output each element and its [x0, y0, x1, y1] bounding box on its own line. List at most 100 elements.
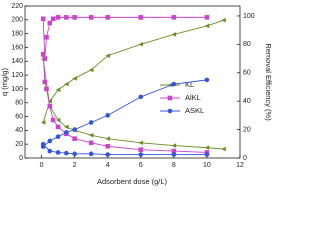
series-line: [42, 16, 207, 59]
x-tick-label: 6: [139, 162, 143, 169]
legend-marker: [167, 82, 173, 88]
series-line: [42, 59, 224, 150]
marker: [55, 87, 61, 93]
marker: [221, 146, 226, 152]
y-tick-label: 220: [11, 3, 23, 10]
legend-marker: [167, 95, 173, 101]
x-tick-label: 0: [40, 162, 44, 169]
x-tick-label: 4: [106, 162, 110, 169]
marker: [42, 79, 48, 85]
marker: [88, 15, 94, 20]
y-tick-label: 0: [19, 155, 23, 162]
marker: [64, 15, 69, 20]
legend-label: AlKL: [185, 93, 201, 102]
series-line: [42, 54, 207, 153]
marker: [88, 67, 94, 73]
marker: [171, 143, 177, 148]
marker: [72, 136, 77, 141]
marker: [171, 81, 177, 87]
y-tick-label: 120: [11, 72, 23, 79]
marker: [55, 15, 61, 20]
marker: [72, 127, 77, 132]
marker: [105, 15, 110, 20]
marker: [138, 42, 144, 47]
y-axis-label: q (mg/g): [0, 68, 9, 96]
marker: [47, 98, 53, 104]
marker: [72, 76, 77, 81]
marker: [105, 152, 110, 157]
y2-tick-label: 20: [243, 126, 251, 133]
marker: [204, 145, 210, 150]
marker: [72, 15, 77, 20]
marker: [40, 52, 46, 57]
marker: [204, 152, 210, 157]
x-tick-label: 12: [236, 162, 244, 169]
marker: [64, 150, 69, 156]
marker: [138, 147, 144, 153]
marker: [88, 140, 94, 146]
marker: [55, 150, 61, 155]
y-tick-label: 60: [15, 113, 23, 120]
y2-tick-label: 40: [243, 98, 251, 105]
marker: [44, 34, 49, 40]
marker: [138, 15, 144, 20]
marker: [88, 151, 94, 157]
marker: [138, 94, 144, 100]
marker: [47, 138, 53, 144]
chart: Adsorbent dose (g/L) q (mg/g) Removal Ef…: [0, 3, 273, 186]
y-tick-label: 100: [11, 86, 23, 93]
marker: [55, 117, 61, 123]
marker: [47, 148, 53, 154]
marker: [171, 152, 177, 157]
y2-tick-label: 0: [243, 155, 247, 162]
marker: [171, 32, 177, 37]
y-tick-label: 180: [11, 30, 23, 37]
marker: [64, 130, 69, 135]
x-tick-label: 2: [73, 162, 77, 169]
y2-axis-label: Removal Efficiency (%): [264, 43, 273, 121]
series-line: [42, 79, 207, 147]
legend-label: ASKL: [185, 106, 204, 115]
marker: [50, 117, 56, 123]
y-tick-label: 140: [11, 58, 23, 65]
x-axis-label: Adsorbent dose (g/L): [97, 177, 168, 186]
x-tick-label: 8: [172, 162, 176, 169]
y-tick-label: 200: [11, 17, 23, 24]
marker: [50, 16, 56, 22]
marker: [88, 132, 94, 138]
marker: [171, 15, 177, 20]
y2-tick-label: 60: [243, 70, 251, 77]
y-tick-label: 80: [15, 100, 23, 107]
marker: [171, 148, 177, 154]
marker: [55, 124, 61, 130]
legend-marker: [167, 108, 173, 114]
marker: [47, 20, 53, 26]
marker: [40, 16, 46, 22]
y-tick-label: 20: [15, 141, 23, 148]
marker: [64, 81, 69, 87]
marker: [105, 53, 110, 59]
legend-label: KL: [185, 80, 194, 89]
marker: [42, 56, 48, 61]
marker: [72, 151, 77, 157]
series-line: [42, 143, 207, 155]
marker: [105, 113, 110, 118]
marker: [204, 23, 210, 29]
marker: [44, 86, 49, 92]
marker: [105, 136, 110, 141]
marker: [221, 17, 226, 23]
marker: [204, 15, 210, 20]
marker: [105, 143, 110, 149]
marker: [138, 140, 144, 146]
marker: [55, 134, 61, 139]
marker: [64, 124, 69, 130]
marker: [204, 77, 210, 83]
y-tick-label: 160: [11, 44, 23, 51]
marker: [88, 120, 94, 125]
y2-tick-label: 80: [243, 41, 251, 48]
x-tick-label: 10: [203, 162, 211, 169]
marker: [138, 152, 144, 157]
marker: [47, 103, 53, 109]
marker: [40, 120, 46, 125]
y2-tick-label: 100: [243, 13, 255, 20]
